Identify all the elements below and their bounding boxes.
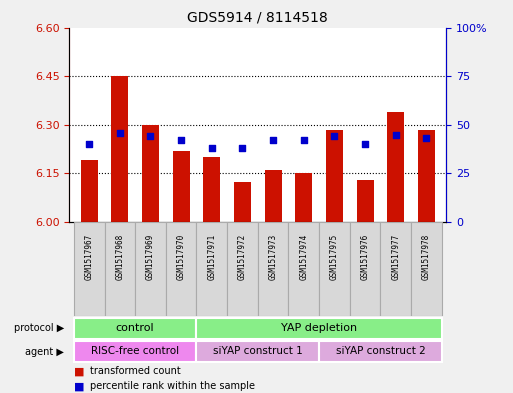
FancyBboxPatch shape	[135, 222, 166, 316]
FancyBboxPatch shape	[74, 341, 196, 362]
Bar	[203, 157, 220, 222]
Text: GSM1517972: GSM1517972	[238, 233, 247, 279]
Bar	[265, 170, 282, 222]
Text: GSM1517968: GSM1517968	[115, 233, 124, 279]
Text: GSM1517973: GSM1517973	[269, 233, 278, 279]
FancyBboxPatch shape	[350, 222, 381, 316]
Text: agent ▶: agent ▶	[25, 347, 64, 357]
Text: GSM1517967: GSM1517967	[85, 233, 94, 279]
Point	[85, 141, 93, 147]
FancyBboxPatch shape	[227, 222, 258, 316]
Point	[422, 135, 430, 141]
Text: GSM1517976: GSM1517976	[361, 233, 369, 279]
Point	[330, 133, 339, 140]
Point	[146, 133, 154, 140]
FancyBboxPatch shape	[166, 222, 196, 316]
Text: GSM1517975: GSM1517975	[330, 233, 339, 279]
FancyBboxPatch shape	[105, 222, 135, 316]
Bar	[173, 151, 190, 222]
Bar	[81, 160, 97, 222]
Text: GSM1517970: GSM1517970	[176, 233, 186, 279]
Bar	[295, 173, 312, 222]
Text: protocol ▶: protocol ▶	[14, 323, 64, 333]
Text: control: control	[116, 323, 154, 333]
Text: percentile rank within the sample: percentile rank within the sample	[90, 381, 255, 391]
Point	[361, 141, 369, 147]
FancyBboxPatch shape	[196, 341, 319, 362]
Text: ■: ■	[74, 366, 85, 376]
Point	[239, 145, 247, 151]
Bar	[326, 130, 343, 222]
Text: YAP depletion: YAP depletion	[281, 323, 357, 333]
Point	[300, 137, 308, 143]
Text: GSM1517971: GSM1517971	[207, 233, 216, 279]
FancyBboxPatch shape	[74, 318, 196, 339]
Point	[391, 131, 400, 138]
Bar	[387, 112, 404, 222]
Point	[116, 129, 124, 136]
Text: transformed count: transformed count	[90, 366, 181, 376]
Text: siYAP construct 1: siYAP construct 1	[213, 346, 303, 356]
FancyBboxPatch shape	[381, 222, 411, 316]
FancyBboxPatch shape	[319, 222, 350, 316]
Point	[208, 145, 216, 151]
Point	[269, 137, 277, 143]
Point	[177, 137, 185, 143]
Text: GSM1517974: GSM1517974	[299, 233, 308, 279]
Text: RISC-free control: RISC-free control	[91, 346, 179, 356]
Text: GSM1517977: GSM1517977	[391, 233, 400, 279]
Text: GSM1517969: GSM1517969	[146, 233, 155, 279]
Bar	[142, 125, 159, 222]
FancyBboxPatch shape	[288, 222, 319, 316]
FancyBboxPatch shape	[258, 222, 288, 316]
Text: GSM1517978: GSM1517978	[422, 233, 431, 279]
Bar	[357, 180, 373, 222]
Bar	[111, 76, 128, 222]
Bar	[418, 130, 435, 222]
FancyBboxPatch shape	[196, 318, 442, 339]
Title: GDS5914 / 8114518: GDS5914 / 8114518	[187, 11, 328, 25]
Text: ■: ■	[74, 381, 85, 391]
FancyBboxPatch shape	[196, 222, 227, 316]
Bar	[234, 182, 251, 222]
Text: siYAP construct 2: siYAP construct 2	[336, 346, 425, 356]
FancyBboxPatch shape	[74, 222, 105, 316]
FancyBboxPatch shape	[319, 341, 442, 362]
FancyBboxPatch shape	[411, 222, 442, 316]
